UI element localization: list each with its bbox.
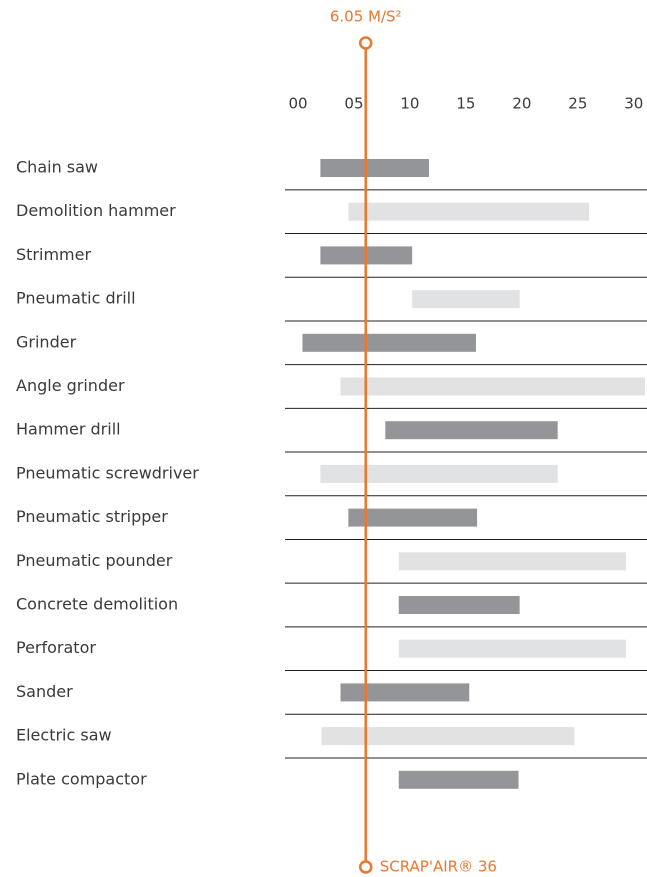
reference-marker (358, 860, 373, 874)
range-bar (398, 596, 520, 614)
reference-footer: SCRAP'AIR® 36 (380, 858, 497, 876)
category-label: Perforator (16, 638, 96, 657)
category-label: Chain saw (16, 158, 98, 177)
range-bar (320, 159, 429, 177)
category-label: Hammer drill (16, 420, 121, 439)
category-label: Pneumatic screwdriver (16, 463, 199, 482)
range-bar (348, 508, 478, 527)
category-label: Angle grinder (16, 376, 125, 395)
x-tick-label: 15 (456, 95, 475, 113)
range-bar (398, 552, 626, 571)
range-bar (398, 770, 519, 789)
category-label: Demolition hammer (16, 201, 176, 220)
category-label: Strimmer (16, 245, 91, 264)
reference-label: 6.05 M/S² (330, 8, 402, 26)
category-label: Electric saw (16, 726, 112, 745)
x-tick-label: 30 (624, 95, 643, 113)
range-bar (398, 639, 626, 658)
range-bar (340, 683, 470, 702)
range-bar (302, 333, 476, 352)
x-tick-label: 10 (400, 95, 419, 113)
range-bar (321, 727, 575, 746)
range-bar (340, 377, 645, 396)
category-label: Concrete demolition (16, 595, 178, 614)
reference-marker (358, 36, 373, 50)
category-label: Plate compactor (16, 769, 147, 788)
range-bar (348, 202, 590, 221)
category-label: Pneumatic stripper (16, 507, 168, 526)
x-tick-label: 00 (288, 95, 307, 113)
range-bar (320, 464, 558, 483)
category-label: Pneumatic drill (16, 289, 136, 308)
range-bar (412, 290, 520, 309)
range-bar (385, 421, 558, 440)
category-label: Sander (16, 682, 73, 701)
category-label: Pneumatic pounder (16, 551, 173, 570)
category-label: Grinder (16, 332, 77, 351)
x-tick-label: 25 (568, 95, 587, 113)
x-tick-label: 20 (512, 95, 531, 113)
x-tick-label: 05 (344, 95, 363, 113)
